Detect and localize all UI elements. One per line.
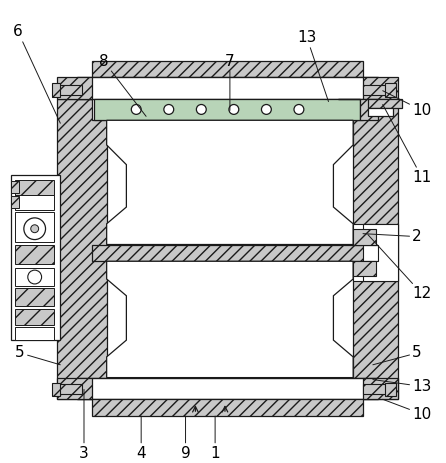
Polygon shape: [353, 99, 397, 399]
Polygon shape: [353, 224, 378, 244]
Polygon shape: [107, 261, 353, 378]
Text: 13: 13: [373, 379, 432, 394]
Polygon shape: [339, 99, 378, 120]
Text: 3: 3: [79, 389, 89, 461]
Circle shape: [131, 105, 141, 114]
Bar: [15, 181, 54, 195]
Bar: [92, 244, 368, 261]
Bar: [94, 99, 360, 120]
Text: 2: 2: [363, 229, 422, 244]
Polygon shape: [353, 261, 378, 281]
Text: 11: 11: [383, 105, 432, 185]
Bar: [58, 85, 82, 94]
Polygon shape: [107, 120, 353, 244]
Circle shape: [164, 105, 173, 114]
Bar: [77, 378, 378, 399]
Bar: [363, 384, 388, 394]
Bar: [363, 77, 397, 99]
Circle shape: [28, 270, 41, 284]
Bar: [15, 327, 54, 340]
Bar: [58, 77, 92, 99]
Bar: [11, 181, 19, 193]
Circle shape: [229, 105, 239, 114]
Bar: [15, 195, 54, 210]
Text: 5: 5: [373, 345, 422, 365]
Bar: [11, 175, 60, 340]
Polygon shape: [363, 224, 397, 281]
Bar: [363, 378, 397, 399]
Text: 5: 5: [15, 345, 60, 365]
Text: 1: 1: [211, 416, 220, 461]
Bar: [92, 399, 363, 416]
Bar: [15, 308, 54, 325]
Text: 12: 12: [368, 235, 432, 301]
Bar: [15, 244, 54, 264]
Polygon shape: [58, 99, 107, 399]
Text: 13: 13: [297, 30, 329, 101]
Bar: [15, 268, 54, 286]
Bar: [353, 261, 376, 276]
Circle shape: [196, 105, 206, 114]
Text: 9: 9: [181, 416, 190, 461]
Bar: [92, 61, 363, 77]
Bar: [385, 382, 396, 396]
Bar: [77, 77, 378, 99]
Circle shape: [294, 105, 304, 114]
Bar: [58, 384, 82, 394]
Bar: [363, 85, 388, 94]
Circle shape: [31, 225, 39, 233]
Bar: [368, 108, 392, 116]
Bar: [53, 382, 60, 396]
Bar: [385, 83, 396, 97]
Text: 10: 10: [383, 91, 432, 118]
Text: 8: 8: [99, 54, 146, 116]
Bar: [15, 212, 54, 242]
Bar: [11, 196, 19, 208]
Circle shape: [261, 105, 271, 114]
Bar: [53, 83, 60, 97]
Bar: [15, 288, 54, 306]
Text: 7: 7: [225, 54, 235, 110]
Text: 6: 6: [13, 24, 60, 123]
Bar: [363, 224, 397, 281]
Bar: [58, 378, 92, 399]
Text: 4: 4: [136, 416, 146, 461]
Text: 10: 10: [383, 399, 432, 422]
Bar: [368, 99, 402, 108]
Circle shape: [24, 218, 45, 239]
Bar: [353, 229, 376, 244]
